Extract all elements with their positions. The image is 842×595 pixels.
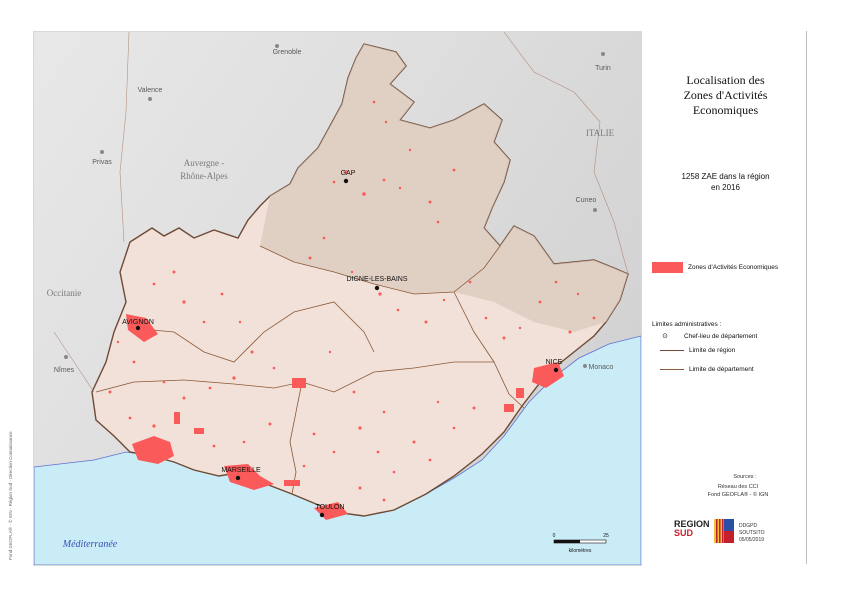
logo-line1: REGION: [674, 519, 710, 529]
legend-zae-label: Zones d'Activités Economiques: [688, 264, 779, 272]
place-turin: Turin: [595, 65, 611, 72]
sea-label: Méditerranée: [62, 539, 118, 550]
place-grenoble: Grenoble: [273, 49, 302, 56]
region-line-symbol: [660, 349, 684, 351]
legend-region-label: Limite de région: [689, 347, 736, 354]
prefecture-symbol: ⊙: [662, 333, 668, 340]
region-label-occitanie: Occitanie: [47, 288, 81, 298]
logo-note: DDGPD SOUTSITO 05/05/2019: [739, 523, 765, 543]
neighbour-cities: Grenoble Valence Privas Turin Cuneo Nîme…: [54, 44, 614, 374]
zae-marseille: [224, 464, 274, 490]
department-line-symbol: [660, 368, 684, 370]
legend-prefecture: ⊙ Chef-lieu de département: [660, 332, 757, 340]
alps-relief: [260, 44, 628, 332]
region-crest-icon: [714, 519, 734, 543]
legend-department-label: Limite de département: [689, 366, 754, 373]
pref-toulon: TOULON: [315, 504, 344, 511]
place-nimes: Nîmes: [54, 367, 75, 374]
sources-label: Sources :: [733, 474, 757, 480]
pref-nice: NICE: [546, 359, 563, 366]
sources-text: Réseau des CCI Fond GEOFLA® - © IGN: [707, 484, 769, 498]
legend-region: Limite de région: [660, 347, 735, 354]
region-label-italie: ITALIE: [586, 128, 615, 138]
zae-swatch: [652, 262, 683, 273]
zae-scattered: [108, 100, 596, 502]
pref-digne: DIGNE-LES-BAINS: [346, 276, 407, 283]
side-credit: Fond GEOFLA® - © IGN - Région Sud - Dire…: [8, 431, 13, 560]
logo-line2: SUD: [674, 528, 694, 538]
place-privas: Privas: [92, 159, 112, 166]
zae-etang-de-berre: [132, 436, 174, 464]
zae-count: 1258 ZAE dans la région en 2016: [681, 172, 770, 192]
pref-gap: GAP: [341, 170, 356, 177]
neighbour-borders: [53, 32, 629, 393]
map-frame[interactable]: Auvergne - Rhône-Alpes Occitanie ITALIE …: [33, 31, 642, 566]
pref-marseille: MARSEILLE: [221, 467, 261, 474]
map-canvas[interactable]: Auvergne - Rhône-Alpes Occitanie ITALIE …: [34, 32, 641, 565]
map-title: Localisation des Zones d'Activités Econo…: [683, 73, 768, 117]
scale-bar: 0 25 kilomètres: [553, 533, 609, 554]
legend-prefecture-label: Chef-lieu de département: [684, 333, 758, 340]
place-cuneo: Cuneo: [576, 197, 597, 204]
region-label-auvergne-2: Rhône-Alpes: [180, 171, 228, 181]
prefectures: GAP DIGNE-LES-BAINS AVIGNON NICE MARSEIL…: [122, 170, 563, 518]
legend-admin-title: Limites administratives :: [652, 321, 722, 328]
region-sud-logo: REGION SUD: [674, 520, 712, 538]
zae-avignon: [126, 314, 158, 342]
scale-max: 25: [603, 533, 609, 539]
scale-min: 0: [553, 533, 556, 539]
legend-zae: Zones d'Activités Economiques: [652, 262, 778, 273]
place-monaco: Monaco: [589, 364, 614, 371]
pref-avignon: AVIGNON: [122, 319, 154, 326]
scale-unit: kilomètres: [569, 548, 592, 554]
side-rule: [806, 31, 807, 564]
place-valence: Valence: [138, 87, 163, 94]
legend-department: Limite de département: [660, 366, 754, 373]
legend-panel: Localisation des Zones d'Activités Econo…: [648, 31, 803, 564]
region-label-auvergne-1: Auvergne -: [184, 158, 225, 168]
